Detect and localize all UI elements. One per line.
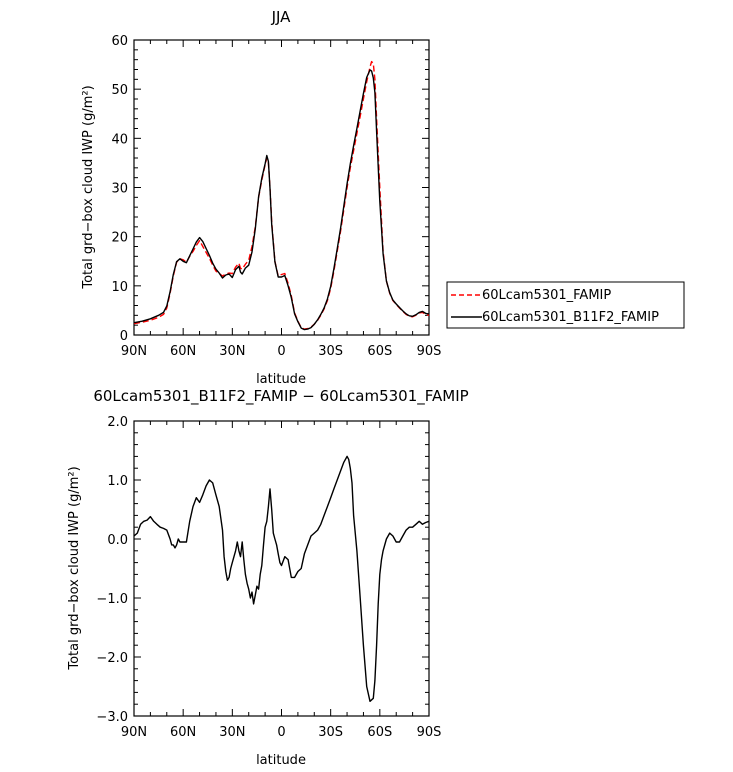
bottom-series-group: [133, 455, 430, 702]
bottom-plot-frame: [133, 420, 430, 717]
bottom-ytick-label: 0.0: [107, 533, 128, 548]
top-xtick-label: 60S: [367, 344, 392, 359]
top-xlabel: latitude: [256, 372, 306, 387]
bottom-panel-title: 60Lcam5301_B11F2_FAMIP − 60Lcam5301_FAMI…: [93, 387, 468, 406]
top-plot-frame: [133, 39, 430, 336]
top-xtick-label: 0: [277, 344, 285, 359]
top-xtick-label: 30S: [318, 344, 343, 359]
top-axis-ticks: 90N 60N 30N 0 30S 60S 90S 0 10 20 30 40 50 60: [111, 34, 441, 359]
bottom-panel: 60Lcam5301_B11F2_FAMIP − 60Lcam5301_FAMI…: [67, 387, 469, 768]
top-ylabel: Total grd−box cloud IWP (g/m²): [81, 85, 96, 289]
top-xtick-label: 90S: [417, 344, 442, 359]
bottom-ytick-label: −1.0: [96, 592, 128, 607]
bottom-ytick-label: 1.0: [107, 474, 128, 489]
bottom-xtick-label: 90N: [121, 725, 147, 740]
legend-label-b11f2: 60Lcam5301_B11F2_FAMIP: [482, 310, 659, 325]
top-panel-title: JJA: [271, 8, 292, 26]
top-series-group: [133, 60, 430, 331]
top-ytick-label: 20: [111, 231, 128, 246]
bottom-xtick-label: 30N: [219, 725, 245, 740]
top-xtick-label: 30N: [219, 344, 245, 359]
top-series-line-1: [133, 69, 430, 331]
bottom-xtick-label: 0: [277, 725, 285, 740]
bottom-ytick-label: 2.0: [107, 415, 128, 430]
top-series-line-0: [133, 60, 430, 330]
bottom-xtick-label: 60N: [170, 725, 196, 740]
top-xtick-label: 60N: [170, 344, 196, 359]
top-ytick-label: 60: [111, 34, 128, 49]
legend-label-famip: 60Lcam5301_FAMIP: [482, 288, 611, 303]
legend: 60Lcam5301_FAMIP 60Lcam5301_B11F2_FAMIP: [446, 281, 685, 329]
top-ytick-label: 0: [120, 329, 128, 344]
top-panel: JJA 90N 60N 30N 0 30S 60S 90S 0 10 20 30 40 50 60 lat…: [81, 8, 685, 387]
bottom-xtick-label: 60S: [367, 725, 392, 740]
bottom-axis-ticks: 90N 60N 30N 0 30S 60S 90S −3.0 −2.0 −1.0 0.0 1.0 2.0: [96, 415, 441, 740]
top-ytick-label: 40: [111, 132, 128, 147]
bottom-ytick-label: −3.0: [96, 710, 128, 725]
bottom-ylabel: Total grd−box cloud IWP (g/m²): [67, 466, 82, 670]
bottom-ytick-label: −2.0: [96, 651, 128, 666]
top-ytick-label: 50: [111, 83, 128, 98]
bottom-xtick-label: 90S: [417, 725, 442, 740]
bottom-xlabel: latitude: [256, 753, 306, 768]
top-ytick-label: 10: [111, 280, 128, 295]
bottom-xtick-label: 30S: [318, 725, 343, 740]
top-ytick-label: 30: [111, 182, 128, 197]
legend-box: [446, 281, 685, 329]
top-xtick-label: 90N: [121, 344, 147, 359]
bottom-series-line-0: [133, 455, 430, 702]
